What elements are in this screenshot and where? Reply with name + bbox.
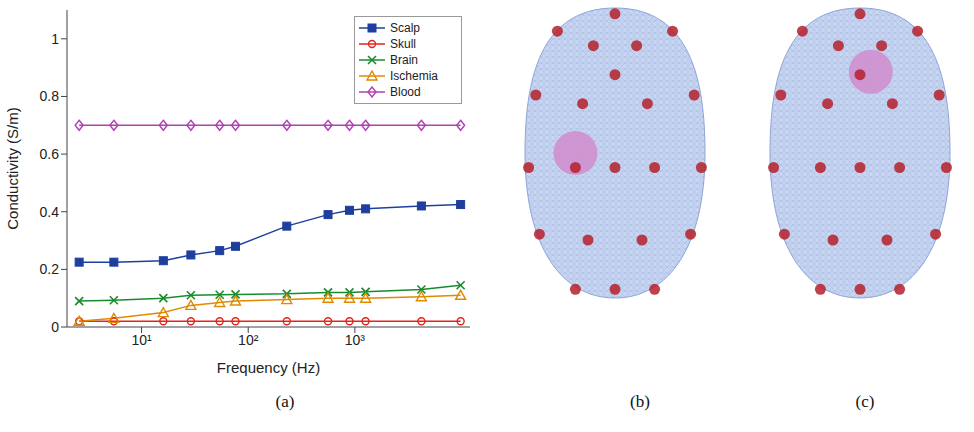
svg-text:0.4: 0.4 <box>40 204 60 220</box>
html-text:(c): (c) <box>855 392 875 411</box>
svg-text:10³: 10³ <box>345 332 366 348</box>
html-text:Ischemia: Ischemia <box>390 69 438 83</box>
html-text:Brain: Brain <box>390 53 418 67</box>
svg-text:0.6: 0.6 <box>40 146 60 162</box>
svg-text:0.2: 0.2 <box>40 261 60 277</box>
svg-text:0.8: 0.8 <box>40 88 60 104</box>
svg-text:10¹: 10¹ <box>131 332 152 348</box>
svg-text:0: 0 <box>51 319 59 335</box>
svg-text:1: 1 <box>51 31 59 47</box>
html-text:Scalp: Scalp <box>390 21 420 35</box>
html-text:Blood: Blood <box>390 85 421 99</box>
html-text:(b): (b) <box>630 392 650 411</box>
svg-text:Frequency (Hz): Frequency (Hz) <box>217 359 320 376</box>
html-text:Skull: Skull <box>390 37 416 51</box>
svg-text:10²: 10² <box>238 332 259 348</box>
svg-text:Conductivity (S/m): Conductivity (S/m) <box>4 107 21 230</box>
html-text:(a): (a) <box>275 392 295 411</box>
